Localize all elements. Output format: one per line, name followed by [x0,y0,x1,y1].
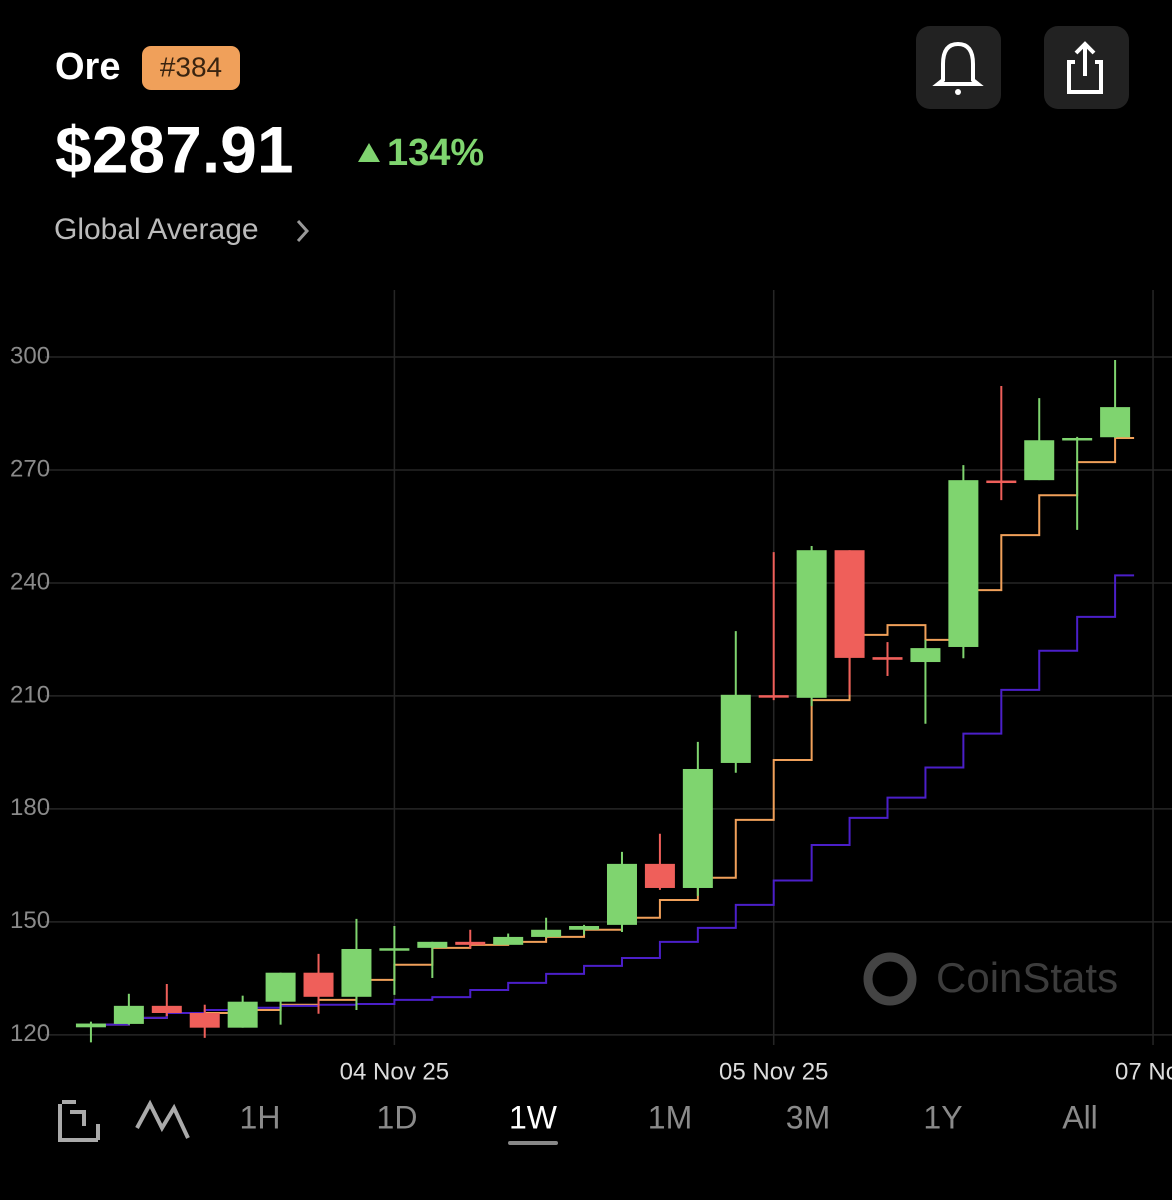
y-tick-label: 150 [10,907,50,934]
y-tick-label: 300 [10,342,50,369]
x-tick-label: 07 Nov [1115,1058,1172,1085]
candle-body [75,1023,106,1028]
y-tick-label: 180 [10,794,50,821]
x-tick-label: 04 Nov 25 [340,1058,449,1085]
watermark-logo [863,952,917,1006]
coin-name: Ore [55,46,120,88]
share-button[interactable] [1044,26,1129,109]
selected-underline [508,1141,558,1145]
candle-body [758,695,789,698]
x-tick-label: 05 Nov 25 [719,1058,828,1085]
y-tick-label: 210 [10,681,50,708]
candle-body [796,550,827,698]
timeframe-tab[interactable]: 1W [509,1099,558,1135]
candle-body [872,657,903,660]
fullscreen-icon[interactable] [58,1100,100,1142]
candle-body [569,926,600,930]
timeframe-tab[interactable]: 1Y [923,1099,962,1135]
alert-button[interactable] [916,26,1001,109]
rank-badge [142,46,240,90]
candle-body [1024,440,1055,481]
candle-body [151,1005,182,1013]
y-tick-label: 120 [10,1020,50,1047]
y-tick-label: 240 [10,568,50,595]
candle-body [644,863,675,888]
candle-body [910,648,941,663]
chevron [296,219,310,243]
candle-body [227,1001,258,1028]
candle-body [834,550,865,658]
up-arrow [358,143,380,162]
candle-body [417,941,448,948]
candle-body [189,1012,220,1028]
button-bg [916,26,1001,109]
candle-body [948,480,979,647]
candle-body [303,972,334,997]
timeframe-tab[interactable]: 3M [786,1099,830,1135]
price: $287.91 [55,112,294,186]
candle-body [606,863,637,925]
candle-body [341,948,372,997]
candle-body [265,972,296,1002]
timeframe-tab[interactable]: 1M [648,1099,692,1135]
watermark: CoinStats [936,954,1118,1001]
change: 134% [387,132,484,174]
rank: #384 [160,51,222,82]
share-icon [1067,41,1103,94]
timeframe-tabs: 1H 1D 1W 1M 3M 1Y All [240,1099,1098,1145]
timeframe-tab[interactable]: 1H [240,1099,281,1135]
bell-icon [932,41,984,86]
candle-body [720,694,751,763]
bell-dot [955,89,961,95]
chart: 120 150 180 210 240 270 300 04 Nov 25 05 Nov 25 0… [10,290,1172,1085]
candle-body [455,941,486,945]
candle-body [493,936,524,945]
candle-body [1100,407,1131,438]
y-tick-label: 270 [10,455,50,482]
candle-body [113,1005,144,1024]
candle-body [379,948,410,951]
candle-body [682,768,713,888]
timeframe-tab[interactable]: 1D [377,1099,418,1135]
line-chart-icon[interactable] [135,1099,190,1139]
candle-body [1062,437,1093,441]
source[interactable]: Global Average [54,213,259,246]
candle-body [531,929,562,937]
timeframe-tab[interactable]: All [1062,1099,1098,1135]
candle-body [986,480,1017,484]
